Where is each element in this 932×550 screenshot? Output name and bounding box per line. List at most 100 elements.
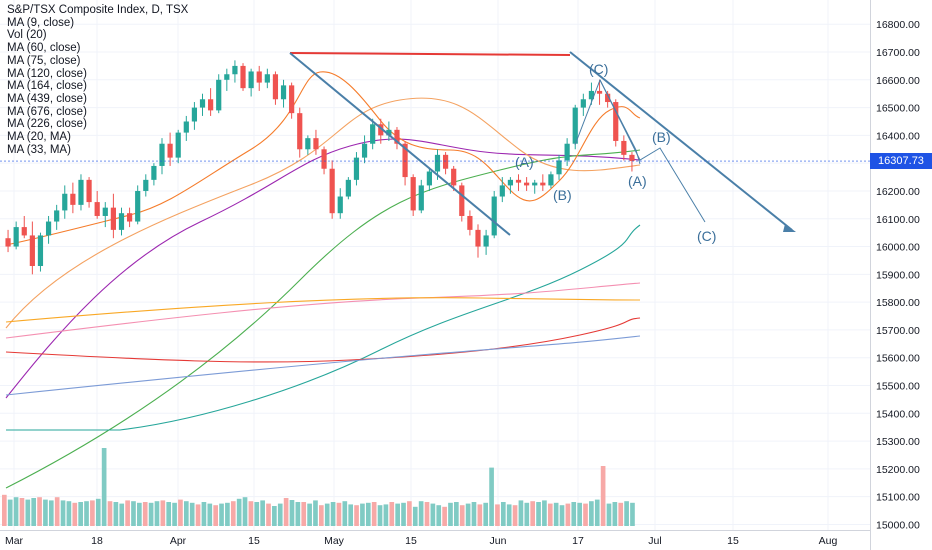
candle-body [475,229,481,247]
volume-bar [495,504,500,526]
candle-body [37,235,44,266]
volume-bar [418,501,424,526]
wave-label: (B) [652,129,671,145]
legend-indicator[interactable]: MA (164, close) [7,80,87,93]
volume-bar [577,502,582,526]
volume-bar [383,504,389,526]
price-axis[interactable]: 16800.00 16700.00 16600.00 16500.00 16400.00… [870,0,932,550]
moving-average-line [5,297,641,323]
moving-average-line [5,138,641,399]
volume-bar [565,503,571,526]
candle-body [532,182,538,186]
trend-line-down [289,52,511,236]
time-axis[interactable]: Mar 18 Apr 15 May 15 Jun 17 Jul 15 Aug [0,530,870,548]
candle-body [297,113,303,150]
volume-bar [31,498,37,526]
time-tick-label: Aug [819,535,838,547]
volume-bar [442,506,447,526]
candle-body [580,99,586,108]
time-tick-label: May [324,535,345,547]
volume-bar [25,499,31,526]
price-tick-label: 16700.00 [876,47,920,59]
volume-bar [37,497,42,526]
volume-bar [618,502,624,526]
legend-indicator[interactable]: MA (75, close) [7,54,81,67]
resistance-line [289,52,571,56]
legend-indicator[interactable]: MA (120, close) [7,67,87,80]
volume-bar [90,500,95,526]
volume-bar [2,494,7,526]
candle-body [191,107,198,122]
time-tick-label: Apr [170,535,187,547]
volume-bar [260,500,265,526]
candle-body [183,121,189,133]
legend-indicator[interactable]: MA (676, close) [7,105,87,118]
volume-bar [54,497,60,526]
candle-body [370,124,376,144]
legend-indicator[interactable]: MA (20, MA) [7,131,71,144]
wave-label: (A) [515,154,534,170]
legend-indicator[interactable]: MA (60, close) [7,42,81,55]
volume-bar [630,502,635,526]
volume-bar [248,501,254,526]
volume-bar [412,506,418,526]
legend-indicator[interactable]: MA (226, close) [7,118,87,131]
candle-body [289,85,295,114]
candle-body [321,149,327,169]
volume-bar [324,503,330,526]
volume-bar [195,504,201,526]
candle-body [451,168,457,186]
volume-bar [536,502,541,526]
candle-body [442,154,449,169]
candle-body [54,210,60,222]
volume-bar [624,501,629,526]
candle-body [305,138,311,150]
volume-bar [606,503,612,526]
volume-bar [465,503,471,526]
legend-indicator[interactable]: Vol (20) [7,29,47,42]
candle-body [208,99,214,111]
time-tick-label: 17 [572,535,584,547]
candle-body [540,182,546,186]
moving-average-line [5,282,641,339]
volume-bar [295,502,301,526]
candle-body [62,193,68,211]
volume-bar [189,502,195,526]
price-tick-label: 15100.00 [876,492,920,504]
volume-bar [160,500,166,526]
candle-body [86,179,92,203]
volume-bar [518,500,524,526]
volume-bar [354,505,359,526]
volume-bar [454,502,459,526]
volume-bar [401,502,406,526]
candle-body [151,165,157,180]
price-tick-label: 15300.00 [876,436,920,448]
price-tick-label: 16100.00 [876,214,920,226]
time-tick-label: 15 [727,535,739,547]
volume-bar [154,501,160,526]
volume-bar [137,502,142,526]
volume-bar [43,499,48,526]
legend-indicator[interactable]: MA (9, close) [7,16,75,29]
legend-indicator[interactable]: MA (33, MA) [7,143,71,156]
chart-title: S&P/TSX Composite Index, D, TSX [7,4,189,16]
volume-bar [84,501,89,526]
volume-bar [107,501,113,526]
volume-bar [307,503,312,526]
candle-body [564,143,570,161]
candle-body [507,179,514,186]
candle-body [70,193,76,205]
legend-indicator[interactable]: MA (439, close) [7,92,87,105]
time-tick-label: Mar [5,535,24,547]
volume-bar [125,500,130,526]
candle-body [345,179,351,197]
volume-bar [178,499,183,526]
candle-body [515,179,522,183]
volume-bar [283,498,289,526]
wave-projection-line [574,78,706,223]
drawing-annotations[interactable]: (C) (A) (B) (B) (A) (C) [0,51,870,244]
volume-bar [277,503,283,526]
moving-average-line [5,317,641,363]
candle-body [280,85,287,100]
